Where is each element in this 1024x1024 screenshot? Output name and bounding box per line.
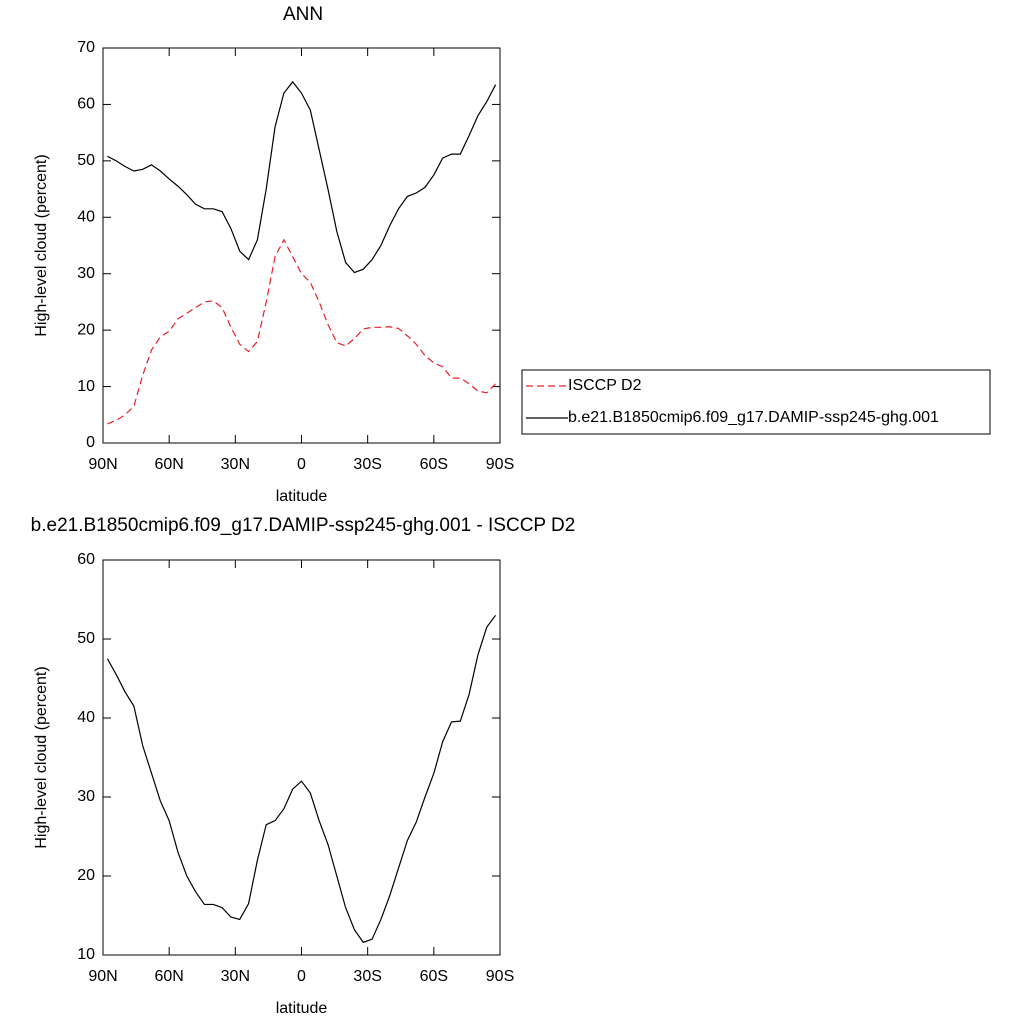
y-tick-label: 30 (77, 265, 95, 282)
x-tick-label: 0 (297, 968, 306, 985)
y-tick-label: 10 (77, 946, 95, 963)
x-tick-label: 30N (221, 456, 250, 473)
y-tick-label: 40 (77, 709, 95, 726)
x-tick-label: 90S (486, 968, 514, 985)
x-tick-label: 30S (353, 456, 381, 473)
x-tick-label: 90N (88, 968, 117, 985)
x-tick-label: 60N (154, 456, 183, 473)
chart-title: ANN (283, 4, 323, 25)
y-tick-label: 50 (77, 630, 95, 647)
y-tick-label: 20 (77, 321, 95, 338)
y-axis-label: High-level cloud (percent) (33, 666, 50, 848)
legend-label: ISCCP D2 (568, 377, 642, 394)
chart-title: b.e21.B1850cmip6.f09_g17.DAMIP-ssp245-gh… (31, 515, 576, 536)
legend-box (521, 369, 991, 435)
plot-frame (102, 47, 501, 444)
y-axis-label: High-level cloud (percent) (33, 154, 50, 336)
x-tick-label: 60N (154, 968, 183, 985)
x-tick-label: 30S (353, 968, 381, 985)
x-axis-label: latitude (276, 1000, 328, 1017)
y-tick-label: 10 (77, 378, 95, 395)
y-tick-label: 40 (77, 209, 95, 226)
x-tick-label: 60S (420, 456, 448, 473)
x-tick-label: 90N (88, 456, 117, 473)
y-tick-label: 60 (77, 96, 95, 113)
y-tick-label: 0 (86, 434, 95, 451)
x-tick-label: 30N (221, 968, 250, 985)
data-line (107, 80, 497, 274)
y-tick-label: 30 (77, 788, 95, 805)
y-tick-label: 20 (77, 867, 95, 884)
y-tick-label: 60 (77, 551, 95, 568)
data-line (107, 238, 497, 425)
x-tick-label: 60S (420, 968, 448, 985)
data-line (106, 614, 497, 944)
plot-frame (102, 559, 501, 956)
legend-label: b.e21.B1850cmip6.f09_g17.DAMIP-ssp245-gh… (568, 409, 939, 426)
x-axis-label: latitude (276, 488, 328, 505)
y-tick-label: 50 (77, 152, 95, 169)
y-tick-label: 70 (77, 39, 95, 56)
x-tick-label: 90S (486, 456, 514, 473)
x-tick-label: 0 (297, 456, 306, 473)
